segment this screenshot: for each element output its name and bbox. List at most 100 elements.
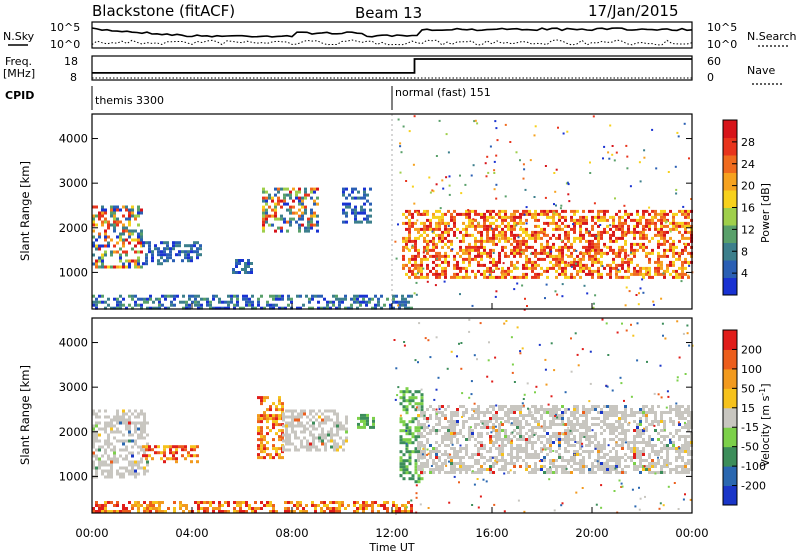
scatter-cell xyxy=(596,460,599,463)
scatter-cell xyxy=(593,302,595,305)
range-gate-cell xyxy=(392,297,395,301)
colorbar-segment xyxy=(723,172,737,191)
range-gate-cell xyxy=(495,212,498,216)
scatter-cell xyxy=(493,188,496,191)
range-gate-cell xyxy=(435,423,438,426)
range-gate-cell xyxy=(411,224,414,228)
range-gate-cell xyxy=(271,214,274,218)
range-gate-cell xyxy=(453,254,456,258)
range-gate-cell xyxy=(624,432,627,435)
range-gate-cell xyxy=(465,209,468,213)
range-gate-cell xyxy=(678,435,681,438)
range-gate-cell xyxy=(537,453,540,456)
range-gate-cell xyxy=(666,263,669,267)
range-gate-cell xyxy=(420,435,423,438)
range-gate-cell xyxy=(163,250,166,254)
range-gate-cell xyxy=(612,218,615,222)
range-gate-cell xyxy=(474,453,477,456)
range-gate-cell xyxy=(359,504,362,507)
range-gate-cell xyxy=(432,462,435,465)
range-gate-cell xyxy=(579,227,582,231)
range-gate-cell xyxy=(169,253,172,257)
scatter-cell xyxy=(422,212,425,215)
range-gate-cell xyxy=(399,435,403,439)
range-gate-cell xyxy=(104,430,107,434)
scatter-cell xyxy=(400,151,403,154)
range-gate-cell xyxy=(471,248,474,252)
range-gate-cell xyxy=(285,424,288,428)
range-gate-cell xyxy=(125,238,128,242)
range-gate-cell xyxy=(268,223,271,227)
range-gate-cell xyxy=(576,462,579,465)
range-gate-cell xyxy=(555,209,558,213)
range-gate-cell xyxy=(332,507,335,510)
scatter-cell xyxy=(652,300,655,303)
range-gate-cell xyxy=(480,233,483,237)
noise-right-tick-top: 10^5 xyxy=(707,21,737,34)
range-gate-cell xyxy=(564,218,567,222)
colorbar-frame xyxy=(722,329,738,506)
range-gate-cell xyxy=(612,438,615,441)
scatter-cell xyxy=(657,393,660,396)
scatter-cell xyxy=(553,211,556,214)
range-gate-cell xyxy=(648,411,651,414)
scatter-cell xyxy=(620,382,623,385)
range-gate-cell xyxy=(450,459,453,462)
range-gate-cell xyxy=(125,229,128,233)
range-gate-cell xyxy=(438,209,441,213)
range-gate-cell xyxy=(603,429,606,432)
range-gate-cell xyxy=(546,441,549,444)
range-gate-cell xyxy=(417,453,420,456)
range-gate-cell xyxy=(333,409,336,413)
range-gate-cell xyxy=(618,209,621,213)
range-gate-cell xyxy=(591,417,594,420)
range-gate-cell xyxy=(624,248,627,252)
range-gate-cell xyxy=(639,221,642,225)
range-gate-cell xyxy=(414,245,417,249)
scatter-cell xyxy=(494,295,497,298)
range-gate-cell xyxy=(525,263,528,267)
range-gate-cell xyxy=(98,463,101,467)
range-gate-cell xyxy=(549,209,552,213)
range-gate-cell xyxy=(104,220,107,224)
range-gate-cell xyxy=(104,244,107,248)
range-gate-cell xyxy=(687,215,690,219)
range-gate-cell xyxy=(660,450,663,453)
range-gate-cell xyxy=(426,426,429,429)
range-gate-cell xyxy=(570,465,573,468)
scatter-cell xyxy=(561,295,564,298)
range-gate-cell xyxy=(651,465,654,468)
scatter-cell xyxy=(662,504,665,507)
range-gate-cell xyxy=(642,248,645,252)
range-gate-cell xyxy=(178,241,181,245)
scatter-cell xyxy=(626,155,629,158)
range-gate-cell xyxy=(480,453,483,456)
range-gate-cell xyxy=(304,226,307,230)
range-gate-cell xyxy=(564,263,567,267)
range-gate-cell xyxy=(188,306,191,310)
range-gate-cell xyxy=(534,405,537,408)
range-gate-cell xyxy=(450,248,453,252)
range-gate-cell xyxy=(182,504,185,507)
range-gate-cell xyxy=(489,447,492,450)
range-gate-cell xyxy=(591,275,594,279)
range-gate-cell xyxy=(510,459,513,462)
range-gate-cell xyxy=(561,471,564,474)
range-gate-cell xyxy=(585,221,588,225)
range-gate-cell xyxy=(513,215,516,219)
range-gate-cell xyxy=(681,450,684,453)
range-gate-cell xyxy=(291,418,294,422)
range-gate-cell xyxy=(260,429,263,433)
range-gate-cell xyxy=(441,453,444,456)
scatter-cell xyxy=(486,375,489,378)
scatter-cell xyxy=(591,429,594,432)
range-gate-cell xyxy=(119,510,122,513)
range-gate-cell xyxy=(426,227,429,231)
range-gate-cell xyxy=(540,417,543,420)
range-gate-cell xyxy=(137,297,140,301)
range-gate-cell xyxy=(465,408,468,411)
range-gate-cell xyxy=(483,447,486,450)
range-gate-cell xyxy=(657,251,660,255)
range-gate-cell xyxy=(636,272,639,276)
range-gate-cell xyxy=(588,266,591,270)
